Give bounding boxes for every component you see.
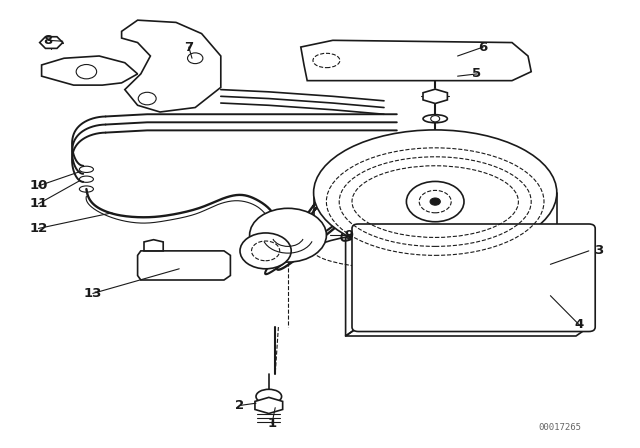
Text: 8: 8: [44, 34, 52, 47]
Polygon shape: [138, 251, 230, 280]
Text: 11: 11: [29, 197, 47, 211]
Text: 1: 1: [268, 417, 276, 430]
Text: 5: 5: [472, 67, 481, 81]
Text: 10: 10: [29, 179, 47, 193]
Circle shape: [430, 198, 440, 205]
Polygon shape: [423, 89, 447, 103]
Text: 12: 12: [29, 222, 47, 235]
Circle shape: [250, 208, 326, 262]
Ellipse shape: [423, 115, 447, 123]
Circle shape: [406, 181, 464, 222]
Ellipse shape: [256, 389, 282, 404]
Circle shape: [240, 233, 291, 269]
Polygon shape: [301, 40, 531, 81]
Circle shape: [419, 190, 451, 213]
Text: 7: 7: [184, 40, 193, 54]
Text: 9: 9: [344, 228, 353, 242]
Polygon shape: [42, 56, 138, 85]
Text: 13: 13: [84, 287, 102, 300]
Text: 2: 2: [236, 399, 244, 412]
Ellipse shape: [314, 130, 557, 255]
Text: 00017265: 00017265: [538, 423, 582, 432]
Polygon shape: [144, 240, 163, 251]
Polygon shape: [40, 37, 63, 48]
Text: 6: 6: [479, 40, 488, 54]
Polygon shape: [255, 397, 283, 414]
Polygon shape: [122, 20, 221, 112]
Text: 3: 3: [594, 244, 603, 258]
Circle shape: [431, 116, 440, 122]
FancyBboxPatch shape: [352, 224, 595, 332]
Text: 4: 4: [575, 318, 584, 332]
